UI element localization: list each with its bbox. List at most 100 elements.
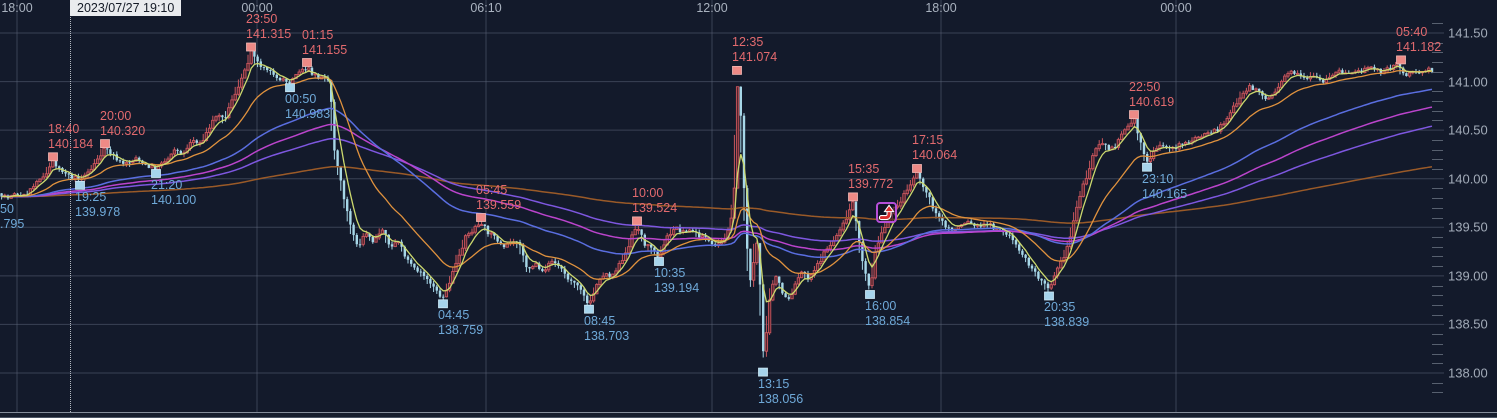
low-marker (865, 290, 875, 299)
annotation-price: 140.184 (48, 136, 94, 151)
low-marker (285, 83, 295, 93)
price-axis-minor-tick (1432, 343, 1443, 345)
annotation-price: 140.064 (912, 148, 958, 163)
annotation-time: 20:00 (100, 108, 132, 123)
chart-bottom-border (0, 412, 1497, 413)
high-marker (732, 66, 742, 75)
annotation-time: 19:25 (75, 189, 107, 204)
annotation-price: 141.182 (1396, 39, 1442, 54)
low-marker (758, 367, 768, 377)
bottom-panel-strip (0, 413, 1497, 418)
price-axis-minor-tick (1432, 246, 1443, 248)
price-axis-label: 141.50 (1448, 25, 1488, 41)
up-arrow-glyph (878, 204, 895, 221)
price-axis-minor-tick (1432, 237, 1443, 238)
time-axis-label: 18:00 (1, 1, 33, 15)
price-axis-minor-tick (1432, 353, 1443, 355)
price-axis-label: 140.50 (1448, 122, 1488, 138)
price-axis-minor-tick (1432, 392, 1443, 394)
annotation-time: 01:15 (302, 27, 334, 42)
high-annotation: 01:15 141.155 (302, 28, 347, 58)
annotation-price: 139.524 (632, 200, 678, 215)
annotation-time: 05:45 (476, 182, 508, 197)
high-marker (632, 216, 642, 226)
high-marker (302, 58, 312, 67)
price-axis-minor-tick (1432, 52, 1443, 54)
ma-blue (1, 88, 1433, 259)
annotation-time: 10:00 (632, 185, 664, 200)
annotation-price: 139.559 (476, 197, 522, 212)
low-annotation: 16:00 138.854 (865, 299, 910, 329)
low-marker (1044, 291, 1054, 301)
price-axis-minor-tick (1432, 71, 1443, 73)
annotation-price: 140.165 (1142, 186, 1188, 201)
time-axis-label: 00:00 (1160, 1, 1192, 15)
price-axis-minor-tick (1432, 382, 1443, 384)
annotation-price: .795 (0, 217, 25, 231)
annotation-time: 18:40 (48, 121, 80, 136)
high-annotation: 05:45 139.559 (476, 183, 521, 213)
low-marker (1142, 162, 1152, 172)
annotation-time: 23:50 (246, 11, 278, 26)
low-marker (75, 180, 85, 190)
price-axis-minor-tick (1432, 169, 1443, 170)
price-axis-minor-tick (1432, 139, 1443, 141)
low-annotation: 00:50 140.983 (285, 92, 330, 122)
price-axis-minor-tick (1432, 62, 1443, 64)
moving-averages-layer (1, 62, 1433, 303)
annotation-time: 00:50 (285, 92, 317, 107)
ma-orange (1, 69, 1433, 280)
high-annotation: 22:50 140.619 (1129, 80, 1174, 110)
high-annotation: 18:40 140.184 (48, 122, 93, 152)
annotation-time: 22:50 (1129, 79, 1161, 94)
price-axis-minor-tick (1432, 188, 1443, 190)
annotation-time: 12:35 (732, 35, 764, 50)
annotation-time: 23:10 (1142, 171, 1174, 186)
buy-arrow-icon[interactable] (876, 202, 897, 223)
low-marker (438, 299, 448, 309)
annotation-price: 138.056 (758, 391, 804, 406)
high-marker (912, 164, 922, 173)
annotation-price: 139.772 (848, 176, 894, 191)
low-annotation: 23:10 140.165 (1142, 172, 1187, 202)
annotation-time: 21:20 (151, 177, 183, 192)
annotation-price: 140.100 (151, 192, 197, 207)
low-annotation: 21:20 140.100 (151, 178, 196, 208)
annotation-price: 140.983 (285, 107, 331, 122)
time-axis-label: 00:00 (241, 1, 273, 15)
price-axis-minor-tick (1432, 266, 1443, 268)
annotation-price: 138.703 (584, 328, 630, 343)
time-axis-label: 18:00 (925, 1, 957, 15)
ma-fast (1, 62, 1433, 303)
price-axis-minor-tick (1432, 256, 1443, 258)
annotation-time: 16:00 (865, 299, 897, 314)
low-marker (151, 169, 161, 178)
annotation-time: 20:35 (1044, 300, 1076, 315)
high-marker (1129, 110, 1139, 119)
high-marker (848, 192, 858, 202)
annotation-time: 04:45 (438, 308, 470, 323)
annotation-time: 13:15 (758, 376, 790, 391)
current-datetime-box: 2023/07/27 19:10 (70, 0, 182, 16)
price-axis-minor-tick (1432, 91, 1443, 93)
price-axis-label: 138.50 (1448, 316, 1488, 332)
price-axis-minor-tick (1432, 207, 1443, 209)
high-annotation: 23:50 141.315 (246, 12, 291, 42)
ma-longest (1, 165, 1433, 224)
low-marker (654, 257, 664, 266)
candles-layer (0, 46, 1434, 358)
price-axis-minor-tick (1432, 198, 1443, 200)
high-marker (476, 213, 486, 222)
high-annotation: 10:00 139.524 (632, 186, 677, 216)
high-marker (100, 139, 110, 149)
annotation-time: 05:40 (1396, 24, 1428, 39)
price-axis-minor-tick (1432, 314, 1443, 316)
price-axis-minor-tick (1432, 110, 1443, 112)
clipped-low-annotation: 50.795 (0, 202, 24, 232)
low-annotation: 19:25 139.978 (75, 190, 120, 220)
high-annotation: 15:35 139.772 (848, 162, 893, 192)
annotation-price: 140.619 (1129, 94, 1175, 109)
annotation-price: 138.759 (438, 323, 484, 338)
